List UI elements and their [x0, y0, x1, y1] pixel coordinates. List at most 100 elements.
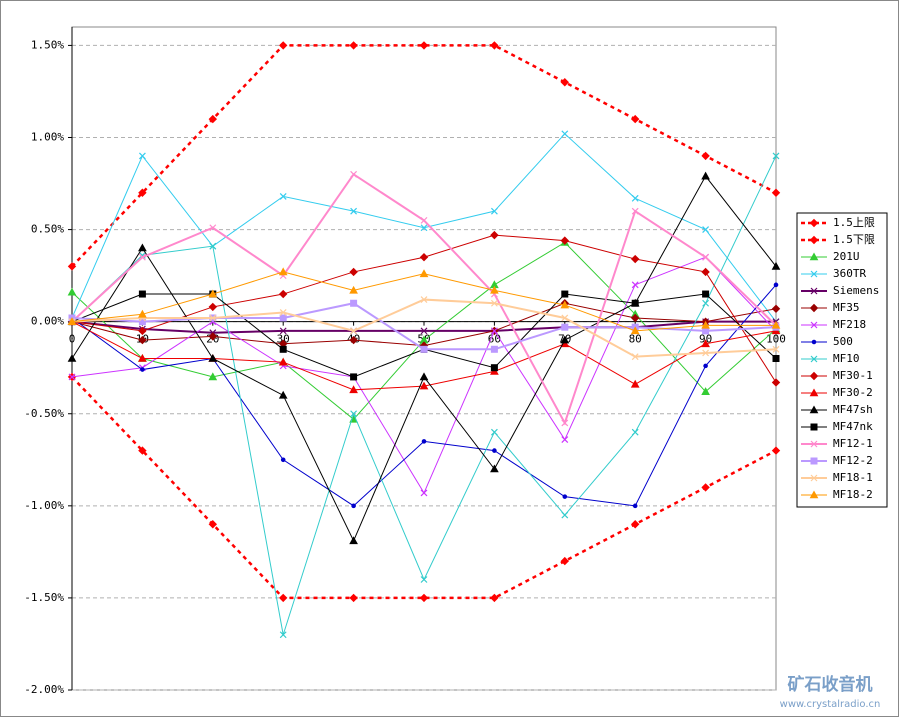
marker	[702, 290, 710, 298]
legend-label: MF47sh	[833, 403, 873, 416]
marker	[490, 428, 498, 436]
marker	[810, 474, 818, 482]
marker	[809, 371, 819, 381]
marker	[490, 41, 499, 50]
y-tick-label: 0.00%	[31, 315, 64, 328]
marker	[350, 373, 358, 381]
marker	[631, 207, 639, 215]
marker	[138, 188, 147, 197]
marker	[140, 367, 145, 372]
marker	[350, 207, 358, 215]
legend-label: 360TR	[833, 267, 866, 280]
marker	[420, 216, 428, 224]
marker	[419, 372, 429, 381]
marker	[67, 317, 77, 325]
marker	[419, 41, 429, 50]
marker	[771, 188, 781, 197]
marker	[809, 303, 819, 313]
marker	[810, 440, 818, 448]
marker	[560, 300, 570, 309]
marker	[349, 593, 358, 603]
marker	[809, 218, 819, 228]
marker	[279, 314, 287, 322]
marker	[490, 327, 498, 335]
marker	[809, 235, 819, 245]
marker	[702, 226, 710, 234]
marker	[809, 405, 819, 414]
marker	[208, 332, 218, 341]
marker	[420, 327, 428, 335]
marker	[67, 353, 77, 362]
legend-label: 201U	[833, 250, 860, 263]
marker	[350, 410, 358, 418]
marker	[560, 236, 570, 245]
legend-label: MF47nk	[833, 420, 873, 433]
marker	[490, 345, 498, 353]
marker	[561, 290, 569, 298]
marker	[560, 335, 570, 344]
marker	[420, 296, 428, 303]
marker	[279, 345, 287, 353]
marker	[810, 423, 818, 431]
marker	[420, 224, 428, 232]
marker	[490, 464, 499, 473]
marker	[703, 363, 708, 369]
y-tick-label: -0.50%	[24, 407, 64, 420]
marker	[630, 326, 640, 335]
marker	[701, 387, 710, 395]
y-tick-label: -2.00%	[24, 683, 64, 696]
marker	[772, 345, 780, 353]
marker	[278, 593, 288, 603]
marker	[278, 289, 288, 299]
marker	[209, 314, 217, 322]
marker	[772, 355, 780, 362]
marker	[67, 262, 77, 271]
marker	[349, 41, 358, 50]
marker	[809, 490, 819, 499]
marker	[138, 446, 147, 455]
legend-label: MF35	[833, 301, 860, 314]
marker	[810, 457, 818, 465]
y-tick-label: 1.50%	[31, 38, 64, 51]
marker	[420, 345, 428, 353]
x-tick-label: 80	[629, 333, 642, 346]
marker	[810, 355, 818, 363]
legend-label: Siemens	[833, 284, 879, 297]
marker	[810, 287, 818, 295]
marker	[702, 253, 710, 261]
marker	[701, 320, 710, 329]
marker	[810, 270, 818, 278]
marker	[138, 353, 147, 362]
marker	[490, 364, 498, 372]
marker	[138, 290, 146, 298]
marker	[138, 309, 147, 318]
marker	[279, 631, 287, 639]
marker	[492, 448, 497, 453]
marker	[350, 170, 358, 178]
marker	[490, 299, 498, 307]
marker	[560, 78, 570, 87]
legend-label: MF18-1	[833, 471, 873, 484]
marker	[419, 269, 429, 278]
legend-label: MF18-2	[833, 488, 873, 501]
marker	[630, 520, 640, 529]
marker	[349, 335, 358, 345]
marker	[490, 285, 499, 294]
marker	[350, 327, 358, 335]
x-tick-label: 90	[699, 333, 712, 346]
marker	[138, 243, 147, 252]
marker	[561, 511, 569, 519]
watermark-url: www.crystalradio.cn	[780, 699, 881, 710]
marker	[771, 378, 781, 387]
legend-label: MF10	[833, 352, 860, 365]
marker	[68, 373, 76, 381]
marker	[630, 313, 640, 323]
marker	[631, 299, 639, 307]
marker	[280, 457, 286, 463]
marker	[773, 282, 779, 288]
marker	[208, 302, 218, 312]
watermark-title: 矿石收音机	[788, 674, 873, 695]
marker	[809, 252, 819, 261]
marker	[67, 287, 77, 296]
